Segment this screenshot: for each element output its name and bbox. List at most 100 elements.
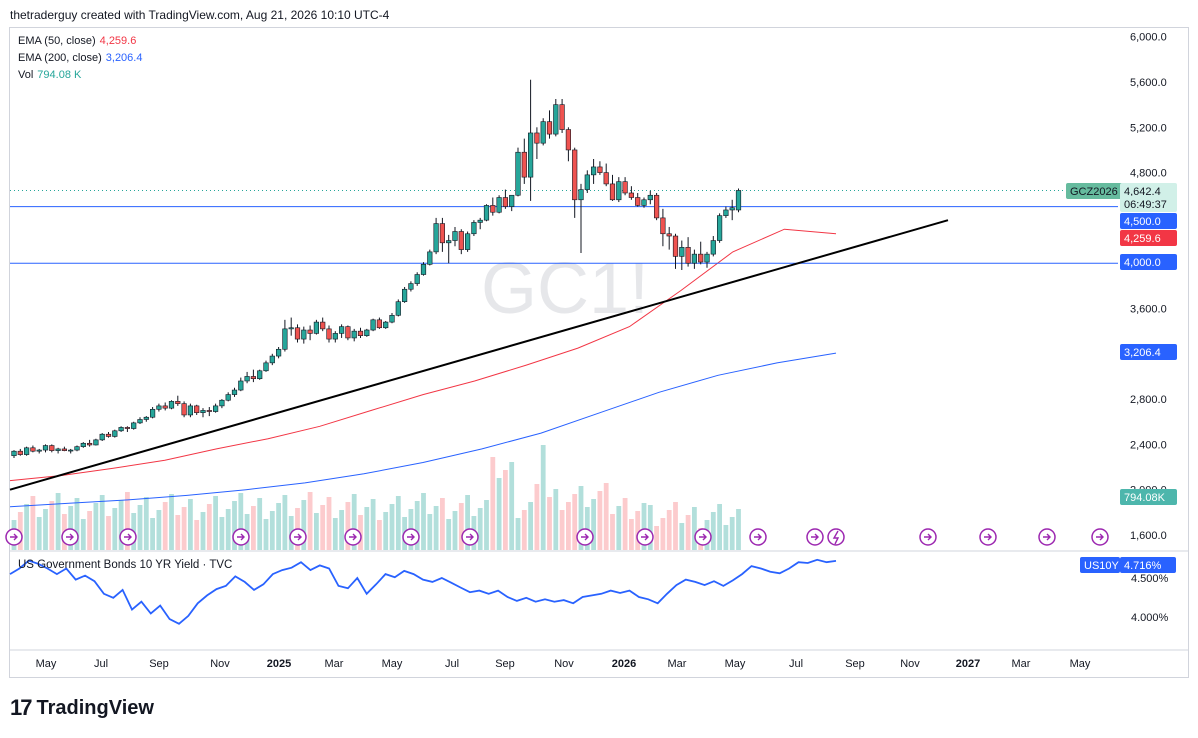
symbol-badge-bg — [1066, 183, 1126, 199]
event-marker-arrow — [699, 533, 707, 541]
candle-body — [345, 326, 351, 339]
volume-bar — [484, 500, 489, 550]
volume-bar — [200, 512, 206, 550]
candle-body — [679, 247, 685, 257]
volume-bar — [99, 495, 105, 550]
volume-badge: 794.08K — [1120, 489, 1177, 505]
legend-ema50-label: EMA (50, close) — [18, 35, 96, 47]
candle-body — [653, 194, 660, 219]
volume-bar — [629, 519, 634, 550]
volume-bar — [194, 520, 200, 550]
us10y-symbol-badge-text: US10Y — [1084, 560, 1120, 572]
event-marker-arrow — [984, 533, 992, 541]
volume-bar — [24, 504, 29, 550]
candle-body — [105, 433, 112, 437]
candle-body — [376, 319, 383, 329]
candle-body — [80, 442, 86, 447]
volume-bar — [364, 507, 370, 550]
tradingview-brand[interactable]: 17 TradingView — [10, 695, 154, 721]
volume-bar — [106, 516, 111, 550]
candle-body — [162, 405, 168, 409]
volume-bar — [282, 495, 288, 550]
time-axis-tick: Sep — [845, 658, 865, 670]
candle-body — [603, 172, 609, 185]
candle-body — [357, 330, 364, 336]
legend-volume-value: 794.08 K — [37, 69, 82, 81]
volume-bar — [723, 525, 729, 550]
volume-bar — [496, 478, 502, 550]
volume-bar — [597, 491, 603, 550]
volume-bar — [395, 496, 401, 550]
candle-body — [710, 240, 716, 255]
time-axis-tick: Sep — [495, 658, 515, 670]
us10y-value-badge-text: 4.716% — [1124, 560, 1162, 572]
ema50-badge: 4,259.6 — [1120, 230, 1177, 246]
candle-body — [534, 132, 540, 144]
lower-pane-title[interactable]: US Government Bonds 10 YR Yield · TVC — [18, 559, 233, 571]
candle-body — [458, 231, 464, 250]
legend-volume[interactable]: Vol 794.08 K — [18, 68, 81, 82]
flash-icon — [832, 530, 840, 545]
yield-axis-tick: 4.000% — [1131, 612, 1169, 624]
candle-body — [269, 355, 275, 364]
legend-ema200[interactable]: EMA (200, close) 3,206.4 — [18, 51, 142, 65]
volume-bar — [263, 519, 269, 550]
yield-line — [9, 558, 837, 625]
volume-bar — [156, 510, 162, 550]
time-axis-tick: May — [36, 658, 57, 670]
price-axis-tick: 5,200.0 — [1130, 122, 1167, 134]
volume-bar — [345, 502, 351, 550]
volume-bar — [584, 507, 590, 550]
volume-bar — [225, 509, 231, 550]
event-marker-arrow — [407, 533, 415, 541]
volume-bar — [125, 492, 130, 550]
volume-bar — [326, 497, 332, 550]
ema50-line — [9, 228, 837, 482]
candle-body — [590, 166, 597, 176]
time-axis-tick: May — [725, 658, 746, 670]
volume-bar — [188, 499, 193, 550]
countdown-badge-bg — [1120, 196, 1177, 212]
yield-axis-tick: 4.500% — [1131, 573, 1169, 585]
candle-body — [49, 445, 55, 451]
volume-bar — [622, 498, 628, 550]
volume-bar — [43, 509, 48, 550]
volume-bar — [162, 502, 168, 550]
volume-bar — [80, 519, 86, 550]
time-axis-tick: 2025 — [267, 658, 291, 670]
time-axis-tick: Mar — [668, 658, 687, 670]
time-axis-tick: May — [382, 658, 403, 670]
volume-bar — [150, 518, 155, 550]
dividend-event-icon — [344, 528, 362, 546]
volume-bar — [181, 507, 187, 550]
volume-bar — [736, 509, 741, 550]
candle-body — [118, 427, 124, 432]
volume-bar — [710, 512, 716, 550]
legend-ema200-label: EMA (200, close) — [18, 52, 102, 64]
candle-body — [225, 394, 231, 401]
event-marker-arrow — [581, 533, 589, 541]
candle-body — [389, 314, 395, 323]
volume-bar — [87, 511, 92, 550]
dividend-event-icon — [461, 528, 479, 546]
candle-body — [301, 329, 307, 340]
dividend-event-icon — [5, 528, 23, 546]
legend-ema50[interactable]: EMA (50, close) 4,259.6 — [18, 34, 136, 48]
volume-bar — [559, 510, 565, 550]
volume-bar — [301, 500, 307, 550]
legend-volume-label: Vol — [18, 69, 34, 81]
volume-badge-bg — [1120, 489, 1177, 505]
volume-bar — [36, 517, 42, 550]
candle-body — [307, 329, 313, 334]
candle-body — [427, 251, 433, 265]
candle-body — [647, 194, 653, 201]
event-marker-arrow — [66, 533, 74, 541]
price-axis-tick: 2,400.0 — [1130, 439, 1167, 451]
candle-body — [231, 389, 238, 395]
price-axis-tick: 5,600.0 — [1130, 77, 1167, 89]
candle-body — [168, 401, 175, 409]
candle-body — [263, 362, 269, 372]
candle-body — [433, 223, 439, 253]
volume-bar — [351, 494, 357, 550]
